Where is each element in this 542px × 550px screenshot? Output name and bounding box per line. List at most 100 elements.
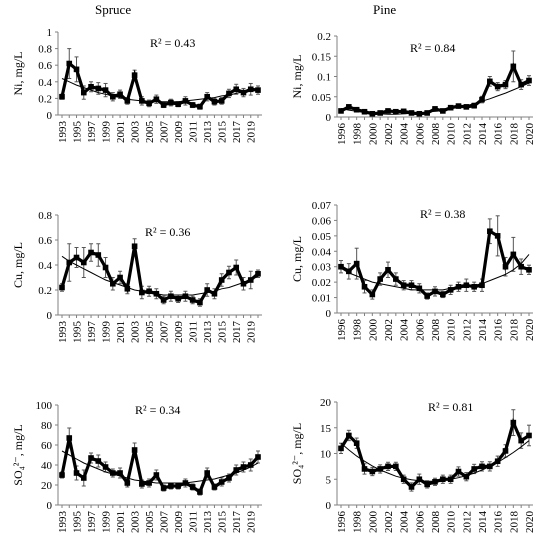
data-point: [218, 277, 225, 283]
data-point: [377, 276, 383, 282]
x-tick-label: 2013: [202, 121, 214, 144]
data-point: [102, 87, 109, 93]
x-tick-label: 2018: [508, 123, 520, 146]
x-tick-label: 2003: [130, 511, 142, 534]
data-point: [463, 473, 470, 480]
x-tick-label: 2009: [173, 121, 185, 144]
data-point: [255, 87, 261, 93]
y-tick-label: 0.03: [312, 262, 332, 274]
data-point: [338, 108, 344, 114]
data-point: [416, 476, 423, 483]
x-tick-label: 2005: [144, 321, 156, 344]
x-tick-label: 1997: [86, 121, 98, 144]
data-point: [218, 479, 225, 485]
data-line: [60, 60, 259, 109]
data-point: [361, 108, 368, 115]
chart-pine-so4: 0 5 10 15 20 1996 1998 2000 2002 2004 2006 2008 2010…: [290, 397, 536, 533]
data-point: [247, 462, 254, 468]
data-point: [153, 472, 160, 478]
data-point: [146, 288, 152, 295]
data-point: [471, 283, 477, 290]
data-point: [510, 63, 517, 70]
data-point: [416, 110, 423, 117]
data-point: [124, 480, 131, 486]
data-point: [471, 466, 477, 472]
data-point: [400, 108, 407, 115]
x-tick-label: 2004: [399, 319, 411, 342]
data-point: [424, 293, 430, 299]
x-tick-label: 2017: [231, 121, 243, 144]
data-point: [361, 283, 368, 290]
x-tick-label: 2000: [367, 123, 379, 146]
data-point: [110, 93, 116, 100]
trend-line: [61, 255, 259, 296]
y-tick-label: 80: [41, 420, 53, 432]
data-point: [440, 476, 446, 483]
y-tick-label: 0.15: [312, 51, 332, 63]
data-point: [110, 280, 116, 287]
y-tick-label: 0: [326, 500, 332, 512]
x-tick-label: 2001: [115, 121, 127, 143]
data-point: [160, 102, 167, 108]
y-tick-label: 100: [36, 400, 53, 412]
y-tick-label: 0.2: [38, 285, 52, 297]
r2-annotation: R² = 0.36: [145, 225, 190, 239]
y-tick-label: 0.8: [38, 44, 52, 56]
data-point: [189, 102, 196, 108]
x-tick-label: 2011: [188, 321, 200, 343]
data-point: [102, 464, 109, 470]
data-point: [204, 287, 210, 293]
data-point: [95, 85, 102, 92]
data-point: [346, 268, 352, 275]
data-point: [95, 458, 102, 464]
trend-line: [340, 254, 530, 291]
data-point: [502, 81, 509, 88]
data-point: [182, 98, 189, 104]
y-axis-label: Ni, mg/L: [290, 55, 304, 99]
data-point: [510, 251, 517, 258]
data-point: [408, 282, 415, 289]
x-tick-label: 2001: [115, 511, 127, 533]
data-point: [455, 103, 462, 109]
x-tick-label: 2003: [130, 321, 142, 344]
y-tick-label: 60: [41, 440, 53, 452]
x-tick-label: 2012: [461, 511, 473, 533]
data-point: [494, 233, 501, 239]
y-tick-label: 0.2: [317, 31, 331, 43]
x-tick-label: 1995: [72, 321, 84, 344]
data-point: [479, 463, 485, 470]
data-point: [117, 274, 123, 281]
x-tick-label: 2005: [144, 511, 156, 534]
data-point: [73, 254, 80, 261]
y-tick-label: 0.6: [38, 60, 52, 72]
data-point: [182, 293, 189, 300]
data-point: [80, 475, 87, 481]
x-tick-label: 2002: [383, 123, 395, 145]
r2-annotation: R² = 0.43: [150, 36, 195, 50]
data-point: [518, 263, 524, 270]
data-point: [168, 99, 174, 106]
data-point: [377, 466, 383, 472]
x-tick-label: 1996: [336, 319, 348, 342]
data-point: [377, 110, 383, 116]
data-point: [197, 489, 203, 495]
x-tick-label: 1998: [352, 123, 364, 146]
x-tick-label: 2019: [246, 511, 258, 534]
data-point: [400, 476, 407, 483]
data-point: [494, 458, 501, 465]
y-tick-label: 0.6: [38, 235, 52, 247]
x-tick-label: 1997: [86, 511, 98, 534]
x-tick-label: 2014: [477, 123, 489, 146]
x-tick-label: 1999: [101, 511, 113, 534]
x-tick-label: 2010: [446, 123, 458, 146]
data-point: [146, 480, 152, 486]
data-point: [408, 110, 415, 116]
x-tick-label: 2008: [430, 123, 442, 146]
data-point: [255, 270, 261, 277]
data-point: [160, 297, 167, 303]
data-point: [204, 93, 210, 100]
x-tick-label: 2000: [367, 319, 379, 342]
x-tick-label: 2012: [461, 319, 473, 341]
x-tick-label: 2007: [159, 511, 171, 534]
